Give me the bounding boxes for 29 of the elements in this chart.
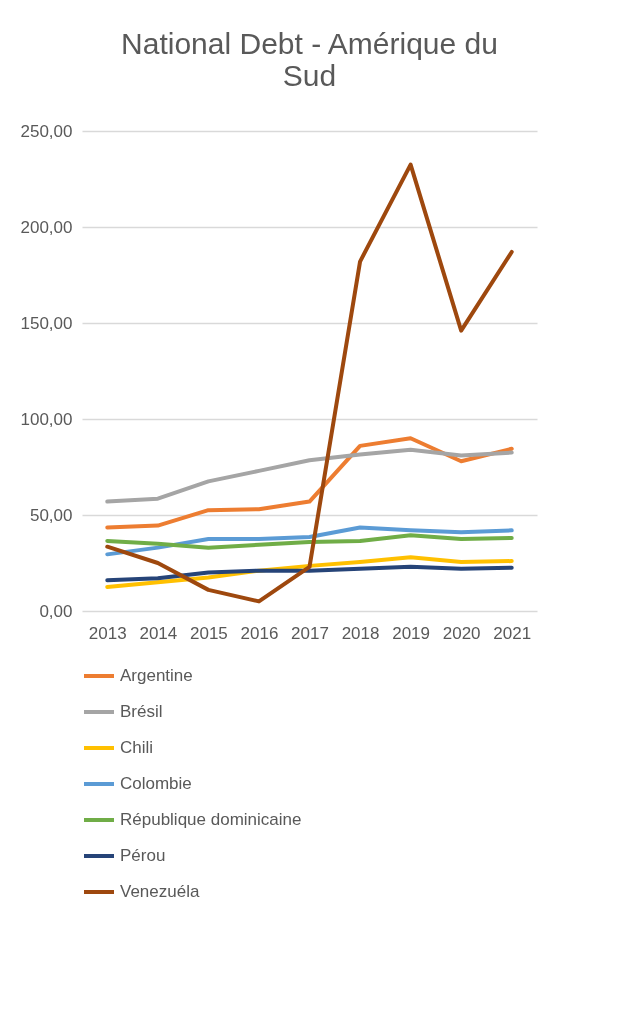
x-tick-label: 2019 xyxy=(392,623,431,643)
line-series xyxy=(105,447,514,504)
legend-label: Venezuéla xyxy=(120,882,200,901)
y-tick-label: 150,00 xyxy=(20,313,73,333)
x-tick-label: 2013 xyxy=(88,623,127,643)
x-tick-label: 2016 xyxy=(240,623,279,643)
legend-label: Pérou xyxy=(120,846,166,865)
x-tick-label: 2020 xyxy=(442,623,481,643)
x-tick-label: 2015 xyxy=(189,623,228,643)
line-series xyxy=(105,162,514,604)
x-tick-label: 2021 xyxy=(493,623,532,643)
line-series xyxy=(105,525,514,557)
y-tick-label: 250,00 xyxy=(20,121,73,141)
legend-label: Argentine xyxy=(120,666,193,685)
line-series xyxy=(105,533,514,550)
legend-label: République dominicaine xyxy=(120,810,302,829)
legend-label: Colombie xyxy=(120,774,192,793)
legend-label: Brésil xyxy=(120,702,163,721)
text: National Debt - Amérique du xyxy=(121,27,498,60)
y-tick-label: 200,00 xyxy=(20,217,73,237)
y-tick-label: 50,00 xyxy=(29,505,73,525)
x-tick-label: 2014 xyxy=(139,623,178,643)
legend-label: Chili xyxy=(120,738,154,757)
x-tick-label: 2017 xyxy=(291,623,329,643)
line-series xyxy=(105,564,514,583)
x-tick-label: 2018 xyxy=(341,623,380,643)
y-tick-label: 0,00 xyxy=(39,601,73,621)
y-tick-label: 100,00 xyxy=(20,409,73,429)
text: Sud xyxy=(282,59,337,92)
